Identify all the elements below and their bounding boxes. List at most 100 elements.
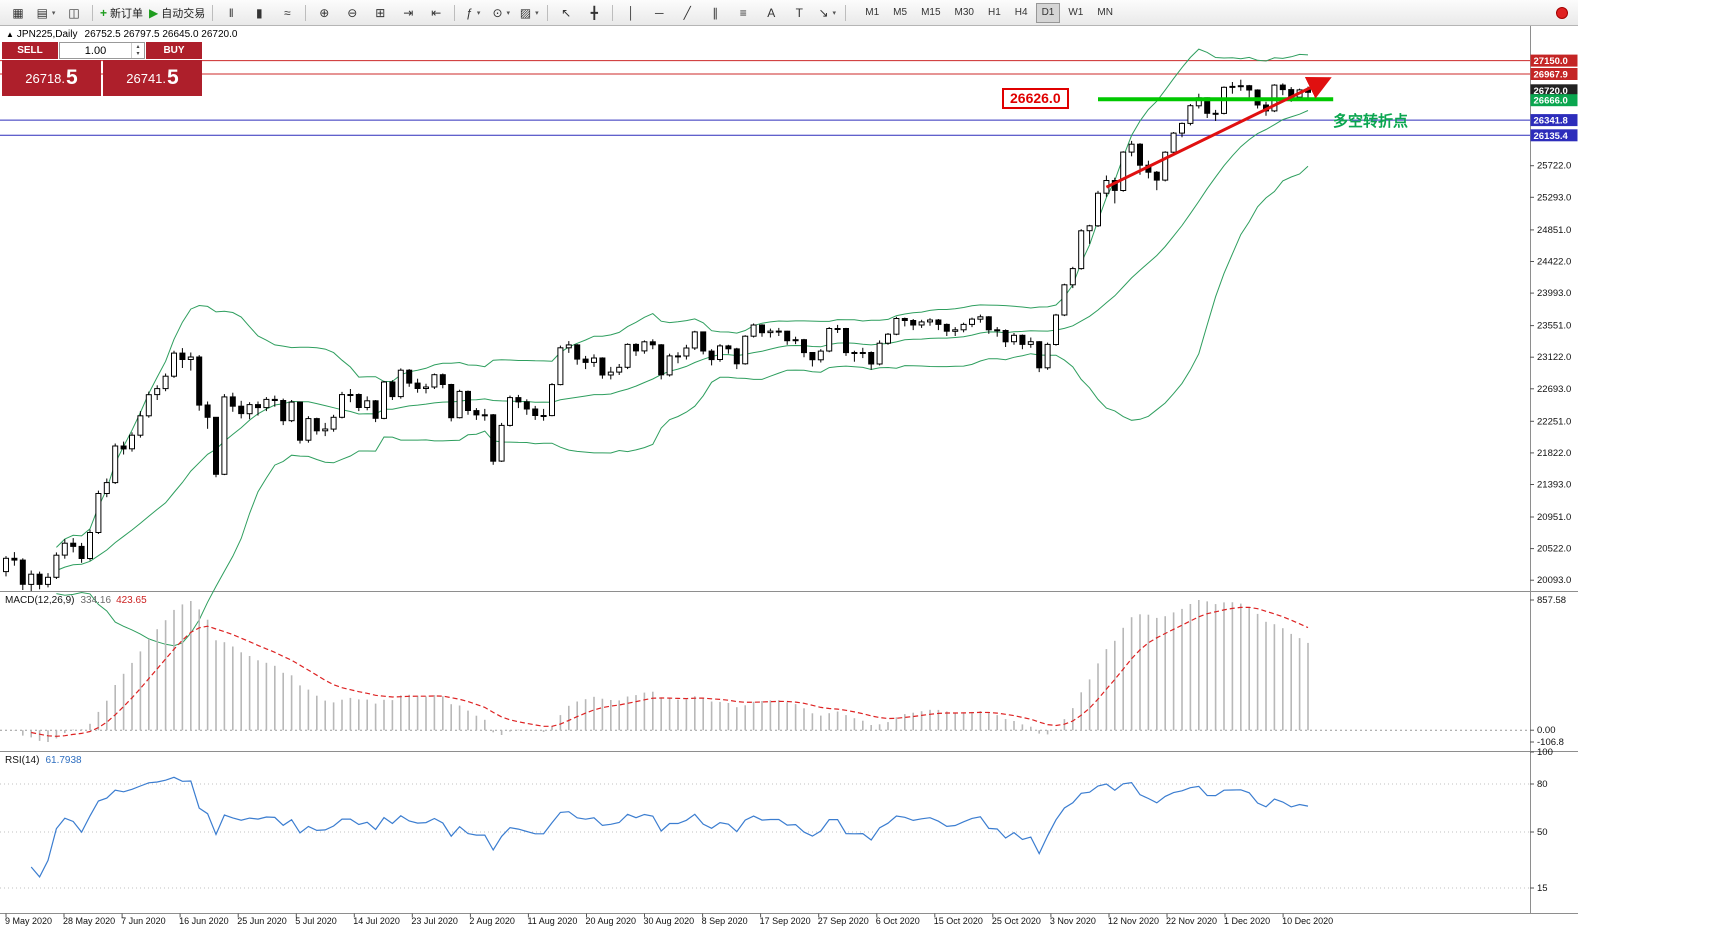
candlestick-chart-icon: ▮ bbox=[255, 5, 263, 20]
svg-text:9 May 2020: 9 May 2020 bbox=[5, 916, 52, 926]
zoom-in-icon: ⊕ bbox=[319, 5, 330, 20]
alert-dot-icon[interactable] bbox=[1556, 6, 1568, 19]
new-order-button-label: 新订单 bbox=[110, 7, 144, 20]
profiles-icon: ▤ bbox=[36, 5, 48, 20]
auto-scroll-button[interactable]: ⇥ bbox=[394, 3, 422, 23]
candles bbox=[3, 79, 1311, 592]
cursor-button[interactable]: ↖ bbox=[552, 3, 580, 23]
new-order-button[interactable]: + 新订单 bbox=[97, 3, 146, 23]
svg-text:22 Nov 2020: 22 Nov 2020 bbox=[1166, 916, 1217, 926]
line-chart-button[interactable]: ≈ bbox=[273, 3, 301, 23]
svg-text:24422.0: 24422.0 bbox=[1537, 256, 1571, 267]
svg-text:25293.0: 25293.0 bbox=[1537, 192, 1571, 203]
svg-text:28 May 2020: 28 May 2020 bbox=[63, 916, 115, 926]
svg-text:1 Dec 2020: 1 Dec 2020 bbox=[1224, 916, 1270, 926]
timeframe-m15-button[interactable]: M15 bbox=[921, 7, 941, 18]
price-badge bbox=[1530, 84, 1578, 97]
timeframe-d1-button[interactable]: D1 bbox=[1035, 2, 1061, 23]
main-toolbar: ▦ ▤ ▾ ◫ + 新订单 ▶ 自动交易 ‖ ▮ ≈ ⊕ ⊖ ⊞ ⇥ ⇤ ƒ ▾ ⊙ ▾ ▨ ▾ ↖ ╋ │ ─ ╱ ∥ ≡ A T ↘ ▾ M… bbox=[0, 0, 1578, 26]
trendline-button[interactable]: ╱ bbox=[673, 3, 701, 23]
templates-button[interactable]: ▨ ▾ bbox=[515, 3, 543, 23]
bar-chart-button[interactable]: ‖ bbox=[217, 3, 245, 23]
price-annotation-label[interactable]: 26626.0 bbox=[1002, 88, 1069, 110]
timeframe-m5-button[interactable]: M5 bbox=[893, 7, 908, 18]
zoom-out-button[interactable]: ⊖ bbox=[338, 3, 366, 23]
macd-indicator-label: MACD(12,26,9) 334.16 423.65 bbox=[5, 595, 147, 606]
ohlc-values: 26752.5 26797.5 26645.0 26720.0 bbox=[84, 29, 238, 40]
trend-arrow[interactable] bbox=[1105, 77, 1332, 189]
sell-button[interactable]: SELL bbox=[2, 42, 58, 59]
arrows-button[interactable]: ↘ ▾ bbox=[813, 3, 841, 23]
expand-triangle-icon[interactable]: ▲ bbox=[6, 30, 14, 39]
vertical-line-button[interactable]: │ bbox=[617, 3, 645, 23]
cursor-icon: ↖ bbox=[561, 5, 572, 20]
svg-text:21822.0: 21822.0 bbox=[1537, 448, 1571, 459]
auto-trading-button[interactable]: ▶ 自动交易 bbox=[146, 3, 208, 23]
turning-point-annotation[interactable]: 多空转折点 bbox=[1333, 113, 1409, 131]
candlestick-chart-button[interactable]: ▮ bbox=[245, 3, 273, 23]
fibonacci-button[interactable]: ≡ bbox=[729, 3, 757, 23]
toolbar-separator bbox=[454, 4, 456, 21]
svg-text:-106.8: -106.8 bbox=[1537, 737, 1564, 748]
crosshair-button[interactable]: ╋ bbox=[580, 3, 608, 23]
templates-icon: ▨ bbox=[519, 5, 532, 20]
equidistant-channel-button[interactable]: ∥ bbox=[701, 3, 729, 23]
new-chart-button[interactable]: ▦ bbox=[4, 3, 32, 23]
line-chart-icon: ≈ bbox=[283, 5, 291, 20]
toolbar-separator bbox=[547, 4, 549, 21]
zoom-in-button[interactable]: ⊕ bbox=[310, 3, 338, 23]
sell-price-main: 26718. bbox=[25, 70, 66, 86]
tile-windows-icon: ⊞ bbox=[375, 5, 386, 20]
volume-up-icon[interactable]: ▴ bbox=[136, 43, 140, 50]
crosshair-icon: ╋ bbox=[590, 5, 598, 20]
toolbar-separator bbox=[212, 4, 214, 21]
rsi-name: RSI(14) bbox=[5, 755, 40, 766]
svg-text:3 Nov 2020: 3 Nov 2020 bbox=[1050, 916, 1096, 926]
chart-shift-button[interactable]: ⇤ bbox=[422, 3, 450, 23]
chart-shift-icon: ⇤ bbox=[431, 5, 442, 20]
buy-button[interactable]: BUY bbox=[146, 42, 202, 59]
periods-menu-button[interactable]: ⊙ ▾ bbox=[487, 3, 515, 23]
price-badge bbox=[1530, 68, 1578, 80]
svg-text:22693.0: 22693.0 bbox=[1537, 384, 1571, 395]
text-label-button[interactable]: T bbox=[785, 3, 813, 23]
one-click-trading-panel: SELL ▴ ▾ BUY 26718.5 26741.5 bbox=[2, 42, 202, 96]
caret-down-icon: ▾ bbox=[535, 9, 539, 17]
buy-price-display[interactable]: 26741. 5 bbox=[103, 60, 202, 96]
svg-text:26341.8: 26341.8 bbox=[1534, 116, 1568, 127]
indicators-button[interactable]: ƒ ▾ bbox=[459, 3, 487, 23]
svg-text:20093.0: 20093.0 bbox=[1537, 575, 1571, 586]
text-button[interactable]: A bbox=[757, 3, 785, 23]
horizontal-line-button[interactable]: ─ bbox=[645, 3, 673, 23]
toolbar-separator bbox=[612, 4, 614, 21]
macd-main-value: 334.16 bbox=[80, 595, 112, 606]
auto-scroll-icon: ⇥ bbox=[403, 5, 414, 20]
price-badge bbox=[1530, 54, 1578, 67]
market-watch-icon: ◫ bbox=[68, 5, 80, 20]
timeframe-m30-button[interactable]: M30 bbox=[954, 7, 974, 18]
text-icon: A bbox=[767, 5, 776, 20]
timeframe-m1-button[interactable]: M1 bbox=[865, 7, 880, 18]
svg-text:26135.4: 26135.4 bbox=[1534, 131, 1569, 142]
svg-text:15 Oct 2020: 15 Oct 2020 bbox=[934, 916, 983, 926]
timeframe-mn-button[interactable]: MN bbox=[1097, 7, 1113, 18]
timeframe-h1-button[interactable]: H1 bbox=[987, 7, 1001, 18]
profiles-button[interactable]: ▤ ▾ bbox=[32, 3, 60, 23]
volume-down-icon[interactable]: ▾ bbox=[136, 50, 140, 57]
svg-text:26720.0: 26720.0 bbox=[1534, 86, 1568, 97]
tile-windows-button[interactable]: ⊞ bbox=[366, 3, 394, 23]
svg-text:12 Nov 2020: 12 Nov 2020 bbox=[1108, 916, 1159, 926]
svg-text:2 Aug 2020: 2 Aug 2020 bbox=[469, 916, 515, 926]
timeframe-h4-button[interactable]: H4 bbox=[1014, 7, 1028, 18]
volume-input[interactable] bbox=[60, 43, 131, 58]
sell-price-display[interactable]: 26718. 5 bbox=[2, 60, 101, 96]
svg-text:24851.0: 24851.0 bbox=[1537, 225, 1571, 236]
market-watch-button[interactable]: ◫ bbox=[60, 3, 88, 23]
trade-panel-top-row: SELL ▴ ▾ BUY bbox=[2, 42, 202, 59]
toolbar-icon-group: ▦ ▤ ▾ ◫ + 新订单 ▶ 自动交易 ‖ ▮ ≈ ⊕ ⊖ ⊞ ⇥ ⇤ ƒ ▾ ⊙ ▾ ▨ ▾ ↖ ╋ │ ─ ╱ ∥ ≡ A T ↘ ▾ bbox=[4, 3, 850, 23]
svg-text:25722.0: 25722.0 bbox=[1537, 161, 1571, 172]
price-badge bbox=[1530, 114, 1578, 127]
timeframe-w1-button[interactable]: W1 bbox=[1068, 7, 1084, 18]
